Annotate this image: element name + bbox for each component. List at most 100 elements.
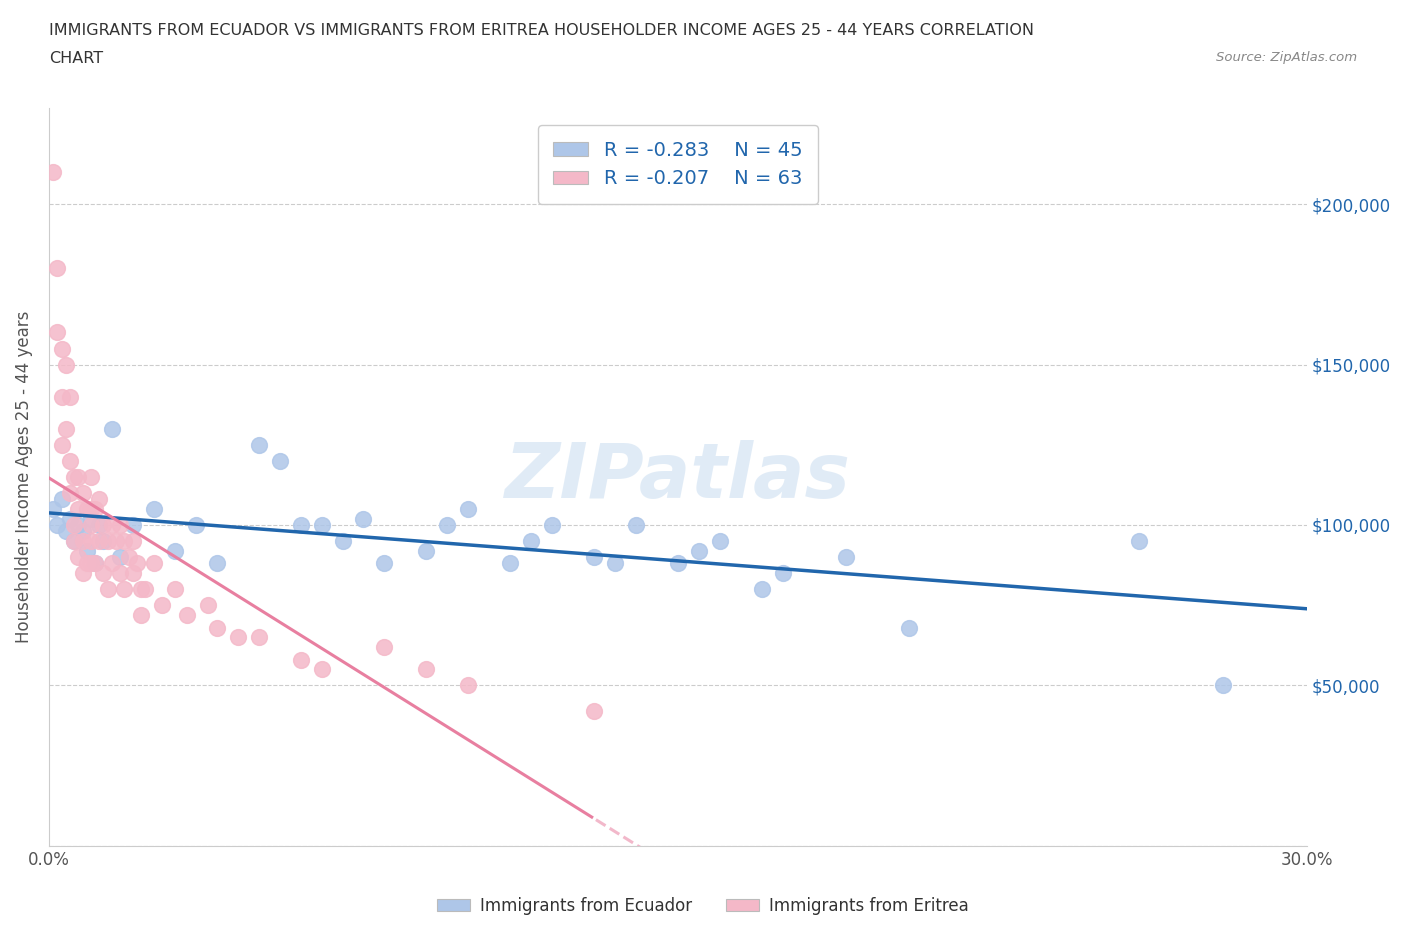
Point — [72, 524, 94, 538]
Point — [80, 501, 103, 516]
Point — [457, 501, 479, 516]
Point — [415, 662, 437, 677]
Point — [46, 326, 69, 340]
Point — [603, 556, 626, 571]
Point — [51, 437, 73, 452]
Point — [290, 517, 312, 532]
Point — [457, 678, 479, 693]
Point — [59, 512, 82, 526]
Point — [76, 501, 98, 516]
Point — [67, 517, 90, 532]
Point — [63, 517, 86, 532]
Point — [110, 550, 132, 565]
Point — [688, 543, 710, 558]
Point — [105, 534, 128, 549]
Point — [226, 630, 249, 644]
Point — [499, 556, 522, 571]
Point — [67, 501, 90, 516]
Point — [247, 437, 270, 452]
Point — [197, 598, 219, 613]
Point — [117, 550, 139, 565]
Point — [76, 543, 98, 558]
Point — [205, 556, 228, 571]
Point — [80, 534, 103, 549]
Point — [110, 565, 132, 580]
Point — [42, 165, 65, 179]
Point — [101, 421, 124, 436]
Point — [51, 492, 73, 507]
Point — [46, 517, 69, 532]
Point — [772, 565, 794, 580]
Text: ZIPatlas: ZIPatlas — [505, 440, 851, 513]
Point — [55, 421, 77, 436]
Point — [353, 512, 375, 526]
Legend: Immigrants from Ecuador, Immigrants from Eritrea: Immigrants from Ecuador, Immigrants from… — [430, 890, 976, 922]
Point — [63, 534, 86, 549]
Point — [59, 453, 82, 468]
Text: Source: ZipAtlas.com: Source: ZipAtlas.com — [1216, 51, 1357, 64]
Point — [835, 550, 858, 565]
Point — [436, 517, 458, 532]
Point — [121, 565, 143, 580]
Point — [72, 534, 94, 549]
Point — [84, 556, 107, 571]
Point — [59, 389, 82, 404]
Point — [624, 517, 647, 532]
Point — [89, 534, 111, 549]
Point — [51, 389, 73, 404]
Point — [121, 534, 143, 549]
Point — [80, 470, 103, 485]
Point — [80, 517, 103, 532]
Point — [1128, 534, 1150, 549]
Point — [129, 607, 152, 622]
Text: CHART: CHART — [49, 51, 103, 66]
Point — [67, 550, 90, 565]
Point — [709, 534, 731, 549]
Point — [55, 524, 77, 538]
Point — [59, 485, 82, 500]
Point — [1212, 678, 1234, 693]
Point — [114, 581, 136, 596]
Point — [134, 581, 156, 596]
Point — [129, 581, 152, 596]
Point — [63, 534, 86, 549]
Point — [121, 517, 143, 532]
Point — [163, 581, 186, 596]
Point — [142, 501, 165, 516]
Point — [373, 556, 395, 571]
Point — [80, 512, 103, 526]
Point — [290, 652, 312, 667]
Point — [84, 501, 107, 516]
Point — [110, 517, 132, 532]
Point — [67, 470, 90, 485]
Point — [184, 517, 207, 532]
Point — [63, 470, 86, 485]
Point — [163, 543, 186, 558]
Y-axis label: Householder Income Ages 25 - 44 years: Householder Income Ages 25 - 44 years — [15, 311, 32, 643]
Point — [666, 556, 689, 571]
Text: IMMIGRANTS FROM ECUADOR VS IMMIGRANTS FROM ERITREA HOUSEHOLDER INCOME AGES 25 - : IMMIGRANTS FROM ECUADOR VS IMMIGRANTS FR… — [49, 23, 1035, 38]
Point — [76, 556, 98, 571]
Legend: R = -0.283    N = 45, R = -0.207    N = 63: R = -0.283 N = 45, R = -0.207 N = 63 — [538, 126, 818, 204]
Point — [80, 556, 103, 571]
Point — [84, 556, 107, 571]
Point — [142, 556, 165, 571]
Point — [247, 630, 270, 644]
Point — [93, 565, 115, 580]
Point — [751, 581, 773, 596]
Point — [55, 357, 77, 372]
Point — [101, 556, 124, 571]
Point — [72, 565, 94, 580]
Point — [89, 517, 111, 532]
Point — [125, 556, 148, 571]
Point — [541, 517, 564, 532]
Point — [583, 550, 606, 565]
Point — [150, 598, 173, 613]
Point — [269, 453, 291, 468]
Point — [897, 620, 920, 635]
Point — [583, 703, 606, 718]
Point — [101, 517, 124, 532]
Point — [311, 517, 333, 532]
Point — [176, 607, 198, 622]
Point — [415, 543, 437, 558]
